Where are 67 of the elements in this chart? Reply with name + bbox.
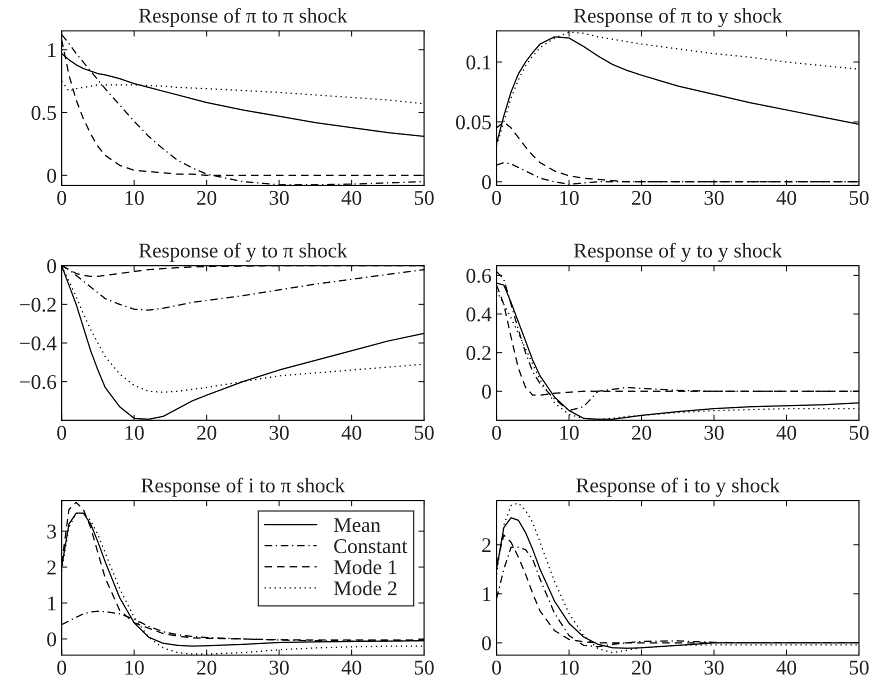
x-tick-label: 20 — [197, 426, 216, 440]
x-tick-label: 50 — [850, 426, 869, 440]
x-tick-label: 40 — [776, 660, 796, 675]
x-tick-label: 0 — [492, 660, 501, 675]
x-tick-label: 20 — [632, 426, 652, 440]
legend-label: Mean — [334, 518, 380, 532]
x-tick-label: 30 — [270, 426, 289, 440]
y-tick-label: 0.6 — [466, 268, 492, 283]
x-tick-label: 30 — [270, 190, 289, 205]
y-tick-label: 1 — [48, 43, 56, 57]
y-tick-label: 0 — [47, 259, 56, 274]
y-tick-label: 0 — [47, 632, 56, 646]
y-tick-label: 2 — [482, 538, 491, 552]
x-tick-label: 50 — [850, 190, 869, 205]
y-tick-label: 0 — [482, 636, 491, 650]
x-tick-label: 0 — [57, 426, 66, 440]
x-tick-label: 40 — [342, 426, 362, 440]
y-tick-label: 1 — [483, 587, 490, 602]
legend-label: Mode 1 — [334, 560, 396, 574]
y-tick-label: 0 — [482, 384, 491, 399]
x-tick-label: 20 — [632, 190, 652, 205]
y-tick-label: 0.5 — [32, 106, 56, 120]
x-tick-label: 50 — [850, 660, 869, 675]
chart-title: Response of π to π shock — [138, 8, 348, 27]
x-tick-label: 40 — [342, 660, 362, 675]
y-tick-label: 0 — [482, 175, 491, 190]
y-tick-label: 3 — [47, 524, 56, 539]
y-tick-label: 0.4 — [466, 307, 492, 322]
x-tick-label: 10 — [560, 660, 579, 675]
x-tick-label: 10 — [126, 660, 144, 675]
y-tick-label: −0.6 — [20, 375, 56, 390]
x-tick-label: 10 — [560, 426, 579, 440]
legend-label: Mode 2 — [334, 580, 396, 596]
x-tick-label: 30 — [704, 426, 724, 440]
x-tick-label: 20 — [197, 660, 216, 675]
chart-title: Response of i to π shock — [141, 478, 346, 497]
x-tick-label: 10 — [126, 190, 144, 205]
y-tick-label: 0 — [47, 168, 56, 183]
x-tick-label: 20 — [197, 190, 216, 205]
y-tick-label: 0.1 — [466, 55, 490, 70]
x-tick-label: 0 — [492, 426, 501, 440]
x-tick-label: 20 — [632, 660, 652, 675]
chart-title: Response of y to y shock — [574, 242, 782, 262]
x-tick-label: 30 — [704, 190, 724, 205]
y-tick-label: −0.4 — [20, 336, 56, 351]
x-tick-label: 0 — [57, 660, 66, 675]
chart-title: Response of i to y shock — [576, 478, 780, 497]
y-tick-label: 0.2 — [466, 346, 491, 360]
x-tick-label: 50 — [414, 190, 434, 205]
x-tick-label: 40 — [776, 426, 796, 440]
x-tick-label: 10 — [560, 190, 579, 205]
legend-label: Constant — [334, 539, 408, 554]
x-tick-label: 0 — [492, 190, 501, 205]
x-tick-label: 40 — [776, 190, 796, 205]
y-tick-label: 0.05 — [456, 115, 491, 130]
x-tick-label: 0 — [57, 190, 66, 205]
x-tick-label: 30 — [704, 660, 724, 675]
chart-title: Response of π to y shock — [574, 8, 782, 28]
chart-title: Response of y to π shock — [138, 242, 348, 262]
y-tick-label: 2 — [47, 560, 56, 574]
x-tick-label: 10 — [126, 426, 144, 440]
y-tick-label: −0.2 — [20, 298, 56, 312]
y-tick-label: 1 — [48, 596, 56, 610]
x-tick-label: 50 — [414, 426, 434, 440]
x-tick-label: 40 — [342, 190, 362, 205]
x-tick-label: 50 — [414, 660, 434, 675]
x-tick-label: 30 — [270, 660, 289, 675]
